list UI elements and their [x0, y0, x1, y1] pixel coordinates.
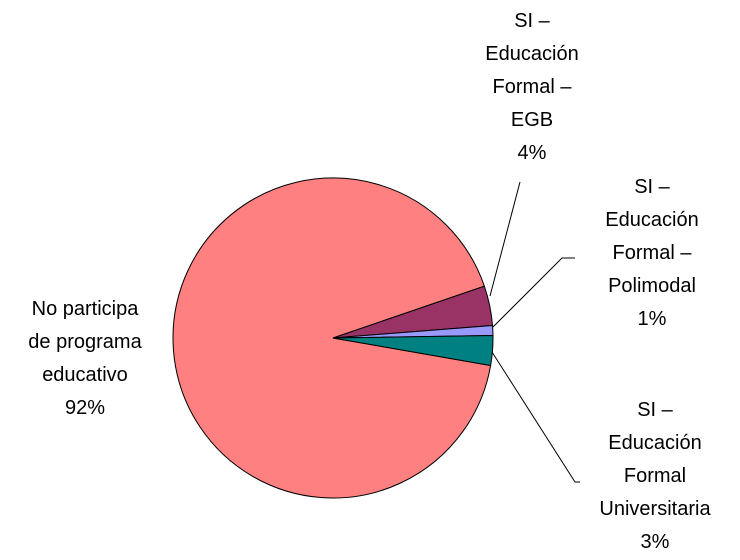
leader-line: [492, 257, 575, 328]
leader-line: [489, 181, 521, 297]
category-name: SI – Educación Formal – EGB: [485, 10, 579, 131]
category-name: SI – Educación Formal Universitaria: [599, 399, 711, 520]
value-label: 3%: [640, 531, 670, 553]
pie-slice: [332, 334, 494, 367]
slice-label: SI – Educación Formal Universitaria 3%: [565, 394, 740, 559]
value-label: 1%: [637, 308, 667, 330]
slice-label: SI – Educación Formal – EGB 4%: [442, 5, 622, 170]
slice-label: SI – Educación Formal – Polimodal 1%: [562, 171, 740, 336]
value-label: 4%: [517, 142, 547, 164]
category-name: SI – Educación Formal – Polimodal: [605, 176, 699, 297]
slice-label: No participa de programa educativo 92%: [0, 293, 175, 425]
category-name: No participa de programa educativo: [28, 298, 142, 386]
value-label: 92%: [64, 397, 106, 419]
leader-line: [491, 351, 580, 483]
pie-slice: [172, 177, 492, 499]
